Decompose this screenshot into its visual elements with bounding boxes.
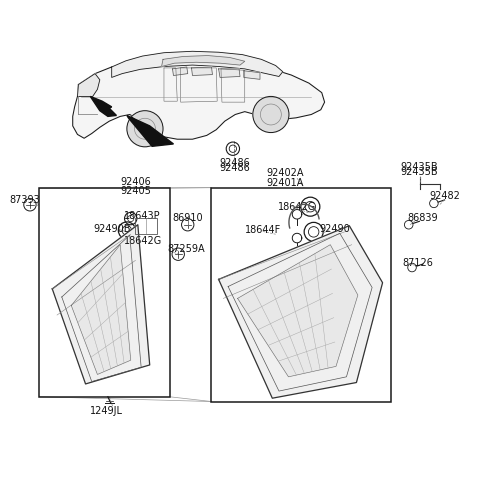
Polygon shape [112,51,283,77]
Text: 92405: 92405 [120,186,151,196]
Polygon shape [90,97,117,116]
Text: 18643P: 18643P [123,211,160,221]
Polygon shape [192,67,213,76]
Text: 86839: 86839 [407,213,438,223]
Text: 92401A: 92401A [266,178,304,188]
Circle shape [253,97,289,132]
Polygon shape [73,57,324,139]
Polygon shape [77,74,100,97]
Text: 1249JL: 1249JL [90,406,123,416]
Text: 87393: 87393 [10,195,41,205]
Text: 92435B: 92435B [401,166,438,176]
Polygon shape [72,245,131,374]
Polygon shape [162,55,245,66]
Text: 92490: 92490 [320,225,350,235]
Text: 92490B: 92490B [94,224,131,234]
Polygon shape [172,67,188,76]
Text: 92406: 92406 [120,177,151,187]
Bar [212,188,391,402]
Bar [39,188,169,397]
Polygon shape [127,116,173,146]
Polygon shape [238,245,358,377]
Text: 92402A: 92402A [266,168,304,178]
Bar [135,217,157,234]
Polygon shape [218,69,240,77]
Polygon shape [52,225,150,384]
Text: 18644F: 18644F [245,226,281,236]
Text: 92486: 92486 [219,163,250,173]
Text: 87126: 87126 [403,258,433,268]
Text: 86910: 86910 [172,213,203,223]
Polygon shape [244,71,260,79]
Polygon shape [218,226,383,398]
Text: 87259A: 87259A [168,244,205,254]
Text: 92486: 92486 [219,158,250,168]
Text: 92482: 92482 [429,191,460,201]
Circle shape [127,111,163,147]
Text: 92435B: 92435B [401,162,438,172]
Text: 18642G: 18642G [123,236,162,246]
Text: 18642G: 18642G [278,202,316,212]
